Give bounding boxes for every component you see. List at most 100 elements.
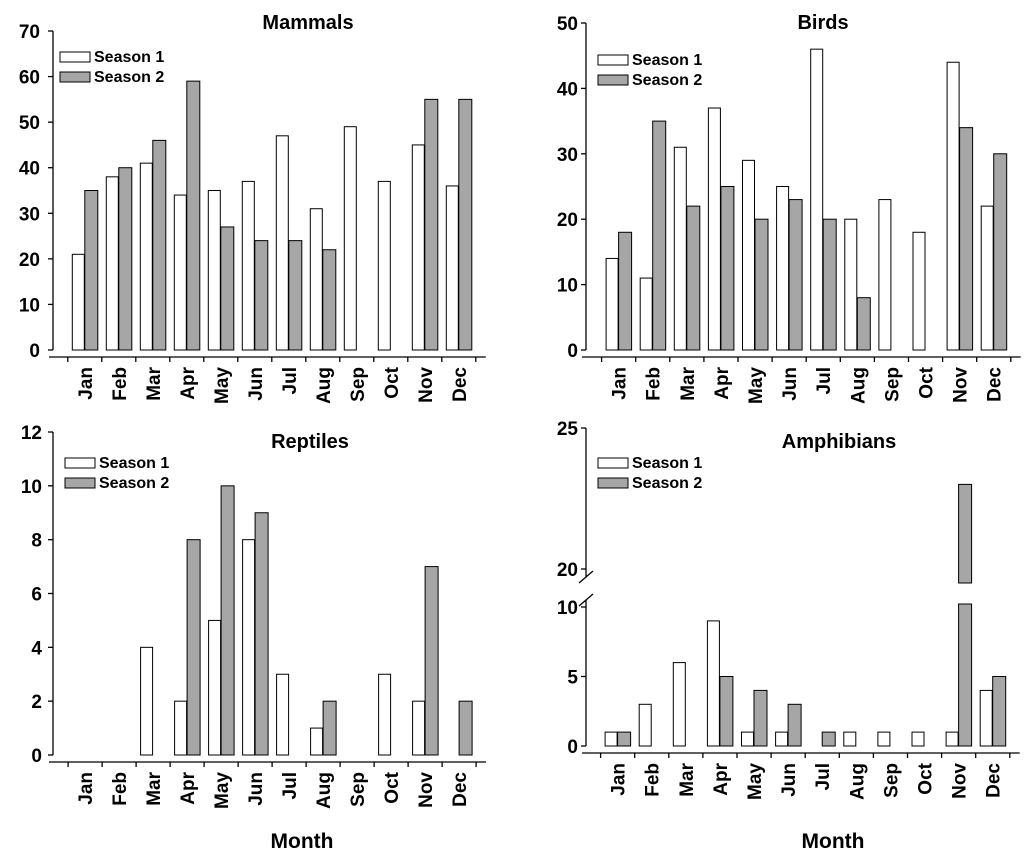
bar-season-2 [754,218,769,351]
y-tick-label: 50 [557,14,578,35]
amphibians-x-axis-label: Month [802,830,865,853]
y-tick-label: 20 [19,250,40,271]
bar-season-1 [945,731,959,747]
bar-season-2 [424,566,439,756]
bar-season-1 [139,162,153,351]
x-tick-label: May [212,772,233,809]
bar-season-1 [979,689,993,747]
bar-season-1 [174,700,188,756]
bar-season-2 [856,297,871,351]
x-tick-label: Nov [950,763,971,799]
legend-swatch [597,477,629,489]
axis-break-mark [578,593,594,607]
bar-season-1 [105,176,119,351]
bar-season-1 [275,135,289,351]
x-tick-label: Apr [712,366,733,399]
x-tick-label: Nov [416,367,437,403]
x-tick-label: Jun [779,763,800,797]
legend-label: Season 1 [632,52,702,69]
bar-season-2 [322,700,337,756]
bar-season-1 [207,190,221,351]
x-tick-label: Apr [178,366,199,399]
y-tick-label: 20 [557,560,578,581]
bar-season-2 [186,539,201,756]
bar-season-2 [788,199,803,351]
x-tick-label: Dec [450,367,471,402]
bar-season-1 [208,619,222,756]
bar-season-2 [424,98,439,351]
bar-season-1 [71,253,85,351]
y-tick-label: 0 [29,341,40,362]
x-tick-label: Aug [848,367,869,404]
y-tick-label: 40 [557,79,578,100]
y-tick-label: 2 [31,692,42,713]
x-tick-label: Feb [110,367,131,401]
y-tick-label: 0 [567,341,578,362]
x-tick-label: Jul [814,367,835,394]
x-tick-label: Aug [314,367,335,404]
x-tick-label: May [745,763,766,800]
bar-season-2 [322,249,337,351]
x-tick-label: Oct [917,366,938,398]
y-tick-label: 10 [557,598,578,619]
bar-season-1 [912,231,926,351]
bar-season-1 [706,620,720,747]
reptiles-title: Reptiles [271,431,349,453]
bar-season-1 [276,673,290,756]
bar-season-2 [821,731,836,747]
panel-3: 0 5 10 20 25 Jan Feb Mar Apr May Jun Jul Aug Sep Oct No… [557,419,1020,800]
x-tick-label: Dec [450,772,471,807]
bar-season-1 [911,731,925,747]
bar-season-2 [719,676,734,747]
panel-2: 0 2 4 6 8 10 12 Jan Feb Mar Apr May Jun Jul Aug Sep Oct N… [21,423,487,809]
x-tick-label: Mar [144,366,165,400]
axis-break-mark [578,570,594,584]
bar-season-2 [288,240,303,351]
x-tick-label: Nov [951,367,972,403]
bar-season-2 [254,512,269,756]
bar-season-1 [844,218,858,351]
x-tick-label: Mar [144,771,165,805]
y-tick-label: 40 [19,159,40,180]
x-tick-label: Sep [348,367,369,402]
bar-season-2 [787,703,802,747]
bar-season-1 [605,257,619,351]
x-tick-label: Jan [610,367,631,400]
x-tick-label: Mar [677,762,698,796]
y-tick-label: 0 [567,737,578,758]
x-tick-label: Jul [813,763,834,790]
bar-season-1 [878,199,892,351]
y-tick-label: 30 [19,204,40,225]
bar-season-2 [254,240,269,351]
y-tick-label: 20 [557,210,578,231]
bar-season-2 [220,485,235,756]
bar-season-2 [618,231,633,351]
bar-season-2 [652,120,667,351]
bar-season-1 [843,731,857,747]
x-tick-label: Jan [609,763,630,796]
y-tick-label: 60 [19,68,40,89]
x-tick-label: Jun [246,772,267,806]
bar-season-2 [617,731,632,747]
y-tick-label: 4 [31,638,42,659]
x-tick-label: Oct [382,771,403,803]
bar-season-1 [378,673,392,756]
panel-0: 0 10 20 30 40 50 60 70 Jan Feb Mar Apr May Jun Jul Aug S… [19,22,486,404]
bar-season-1 [810,48,824,351]
bar-season-1 [242,539,256,756]
bar-season-1 [377,180,391,351]
legend-swatch [59,51,91,63]
x-tick-label: Dec [985,367,1006,402]
legend-label: Season 1 [94,49,164,66]
x-tick-label: Apr [711,762,732,795]
amphibians-title: Amphibians [782,431,896,453]
bar-season-2 [993,153,1008,351]
y-tick-label: 10 [19,295,40,316]
x-tick-label: Jul [280,367,301,394]
y-tick-label: 12 [21,423,42,444]
bar-season-1 [445,185,459,351]
bar-season-2 [958,603,973,747]
bar-season-2 [84,190,99,351]
y-tick-label: 50 [19,113,40,134]
